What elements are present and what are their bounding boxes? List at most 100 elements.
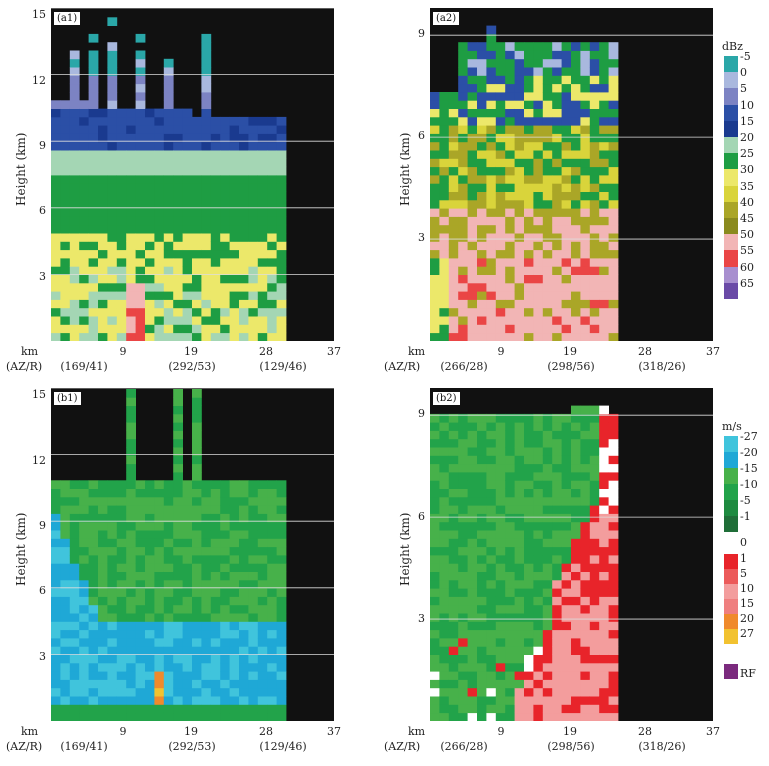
radar-cell bbox=[561, 422, 572, 431]
radar-cell bbox=[135, 141, 146, 151]
radar-cell bbox=[458, 324, 468, 334]
radar-cell bbox=[580, 125, 591, 134]
radar-cell bbox=[257, 307, 268, 317]
radar-cell bbox=[448, 108, 459, 118]
radar-cell bbox=[154, 579, 165, 589]
radar-cell bbox=[477, 671, 487, 680]
radar-cell bbox=[505, 596, 515, 606]
radar-cell bbox=[248, 671, 259, 680]
radar-cell bbox=[220, 332, 230, 341]
az-tick-b2-3: (318/26) bbox=[638, 740, 686, 753]
radar-cell bbox=[580, 307, 591, 317]
radar-cell bbox=[486, 588, 497, 597]
radar-cell bbox=[79, 324, 89, 334]
radar-cell bbox=[154, 241, 165, 251]
radar-cell bbox=[229, 638, 240, 647]
radar-cell bbox=[163, 266, 174, 275]
radar-cell bbox=[201, 654, 212, 664]
radar-cell bbox=[276, 307, 287, 317]
radar-cell bbox=[267, 316, 277, 325]
radar-cell bbox=[533, 191, 544, 201]
radar-cell bbox=[51, 488, 61, 498]
radar-cell bbox=[608, 158, 619, 168]
radar-cell bbox=[486, 571, 497, 581]
radar-cell bbox=[448, 438, 459, 448]
radar-cell bbox=[257, 571, 268, 581]
radar-cell bbox=[495, 224, 506, 234]
radar-cell bbox=[88, 629, 99, 639]
radar-cell bbox=[580, 108, 591, 118]
radar-cell bbox=[276, 324, 287, 334]
radar-cell bbox=[107, 100, 118, 109]
radar-cell bbox=[477, 191, 487, 201]
radar-cell bbox=[135, 274, 146, 284]
radar-cell bbox=[145, 696, 155, 705]
radar-cell bbox=[229, 629, 240, 639]
radar-cell bbox=[486, 158, 497, 168]
radar-cell bbox=[276, 141, 287, 151]
radar-cell bbox=[439, 291, 450, 300]
radar-cell bbox=[126, 463, 136, 473]
radar-cell bbox=[458, 546, 468, 556]
radar-cell bbox=[163, 116, 174, 126]
radar-cell bbox=[135, 50, 146, 60]
radar-cell bbox=[495, 150, 506, 159]
radar-cell bbox=[580, 332, 591, 341]
radar-cell bbox=[439, 282, 450, 292]
radar-cell bbox=[608, 604, 619, 614]
radar-cell bbox=[589, 75, 600, 85]
radar-cell bbox=[135, 621, 146, 631]
radar-cell bbox=[107, 480, 118, 489]
radar-cell bbox=[571, 438, 581, 448]
radar-cell bbox=[79, 621, 89, 631]
radar-cell bbox=[533, 555, 544, 564]
radar-cell bbox=[163, 307, 174, 317]
radar-cell bbox=[533, 241, 544, 251]
radar-cell bbox=[173, 241, 183, 251]
radar-cell bbox=[98, 671, 108, 680]
radar-cell bbox=[182, 488, 193, 498]
radar-cell bbox=[467, 621, 478, 631]
radar-cell bbox=[248, 538, 259, 548]
radar-cell bbox=[467, 546, 478, 556]
radar-cell bbox=[571, 133, 581, 143]
radar-cell bbox=[210, 125, 221, 134]
radar-cell bbox=[79, 175, 89, 184]
radar-cell bbox=[192, 513, 202, 523]
radar-cell bbox=[220, 141, 230, 151]
radar-cell bbox=[79, 588, 89, 597]
radar-cell bbox=[239, 233, 249, 242]
radar-cell bbox=[599, 258, 609, 267]
radar-cell bbox=[145, 282, 155, 292]
radar-cell bbox=[580, 413, 591, 423]
radar-cell bbox=[79, 125, 89, 134]
radar-cell bbox=[79, 571, 89, 581]
radar-cell bbox=[439, 175, 450, 184]
radar-cell bbox=[495, 422, 506, 431]
radar-cell bbox=[458, 299, 468, 309]
radar-cell bbox=[201, 208, 212, 217]
radar-cell bbox=[126, 530, 136, 539]
az-label-b1: (AZ/R) bbox=[6, 740, 43, 753]
radar-cell bbox=[542, 42, 553, 51]
radar-cell bbox=[229, 316, 240, 325]
radar-cell bbox=[267, 530, 277, 539]
radar-cell bbox=[182, 480, 193, 489]
radar-cell bbox=[201, 266, 212, 275]
radar-cell bbox=[505, 208, 515, 217]
radar-cell bbox=[60, 258, 71, 267]
radar-cell bbox=[69, 480, 80, 489]
radar-cell bbox=[107, 208, 118, 217]
radar-cell bbox=[239, 654, 249, 664]
radar-cell bbox=[276, 679, 287, 689]
radar-cell bbox=[210, 133, 221, 143]
radar-cell bbox=[467, 183, 478, 192]
radar-cell bbox=[439, 447, 450, 456]
radar-cell bbox=[542, 108, 553, 118]
radar-cell bbox=[173, 588, 183, 597]
radar-cell bbox=[79, 332, 89, 341]
radar-cell bbox=[51, 563, 61, 572]
radar-cell bbox=[439, 696, 450, 705]
radar-cell bbox=[163, 133, 174, 143]
radar-cell bbox=[163, 258, 174, 267]
